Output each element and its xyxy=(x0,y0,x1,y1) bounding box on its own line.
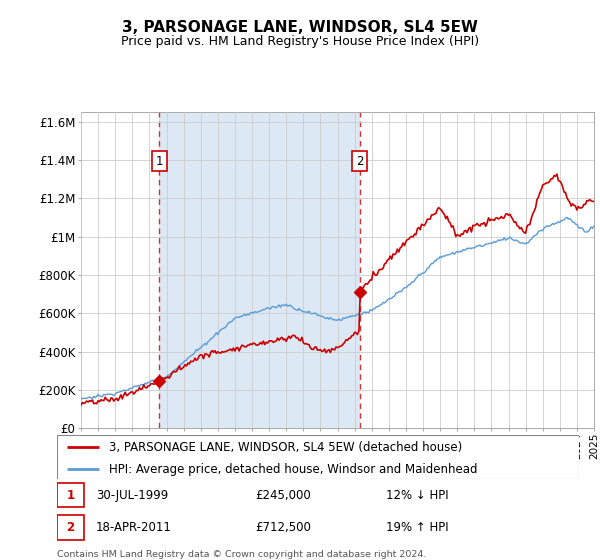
Bar xyxy=(160,112,360,428)
Text: 18-APR-2011: 18-APR-2011 xyxy=(96,521,172,534)
Text: HPI: Average price, detached house, Windsor and Maidenhead: HPI: Average price, detached house, Wind… xyxy=(109,463,478,475)
Text: 12% ↓ HPI: 12% ↓ HPI xyxy=(386,489,448,502)
Text: 30-JUL-1999: 30-JUL-1999 xyxy=(96,489,169,502)
Text: 1: 1 xyxy=(155,155,163,167)
FancyBboxPatch shape xyxy=(57,515,84,540)
Text: 3, PARSONAGE LANE, WINDSOR, SL4 5EW (detached house): 3, PARSONAGE LANE, WINDSOR, SL4 5EW (det… xyxy=(109,441,463,454)
Text: Contains HM Land Registry data © Crown copyright and database right 2024.
This d: Contains HM Land Registry data © Crown c… xyxy=(57,550,427,560)
Text: 3, PARSONAGE LANE, WINDSOR, SL4 5EW: 3, PARSONAGE LANE, WINDSOR, SL4 5EW xyxy=(122,20,478,35)
FancyBboxPatch shape xyxy=(57,435,579,479)
Text: 2: 2 xyxy=(67,521,74,534)
Text: £712,500: £712,500 xyxy=(256,521,311,534)
Text: 2: 2 xyxy=(356,155,364,167)
Text: 19% ↑ HPI: 19% ↑ HPI xyxy=(386,521,448,534)
Text: £245,000: £245,000 xyxy=(256,489,311,502)
Text: Price paid vs. HM Land Registry's House Price Index (HPI): Price paid vs. HM Land Registry's House … xyxy=(121,35,479,48)
FancyBboxPatch shape xyxy=(57,483,84,507)
Text: 1: 1 xyxy=(67,489,74,502)
